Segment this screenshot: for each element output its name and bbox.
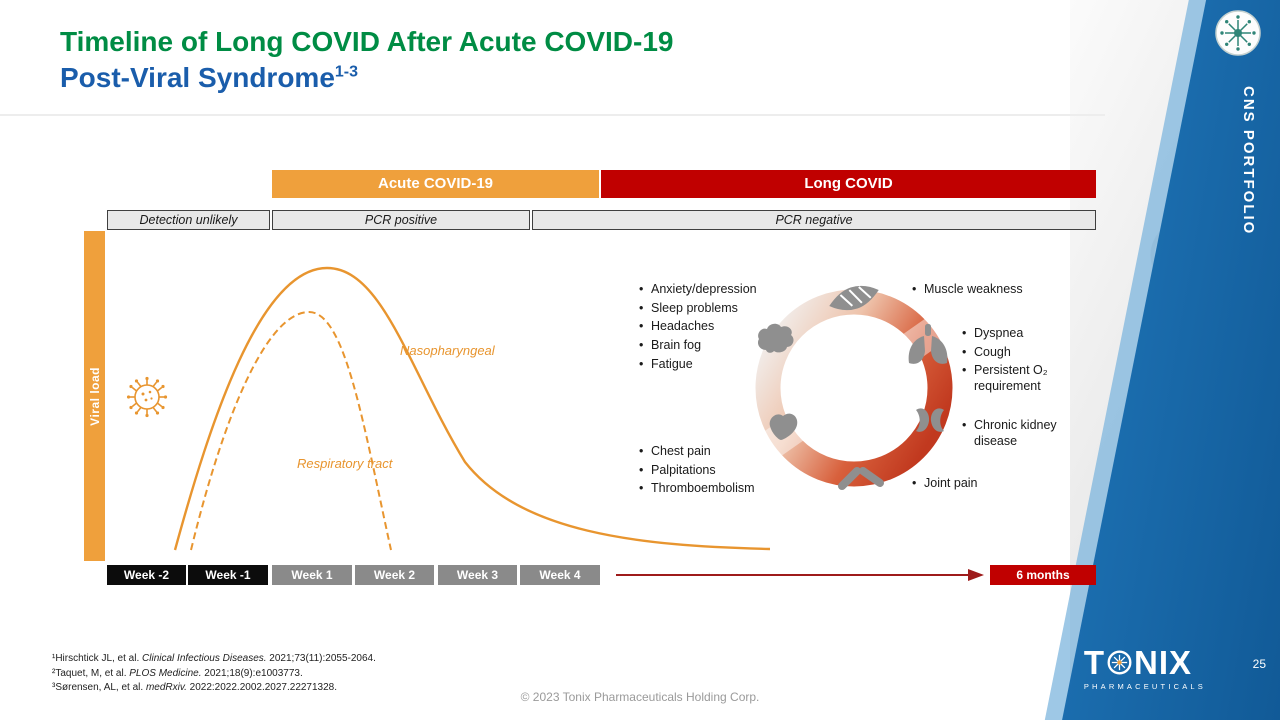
viral-load-label: Viral load: [87, 366, 102, 426]
respiratory-tract-curve: [190, 310, 392, 551]
virus-icon: [126, 376, 168, 418]
symptom-item: Headaches: [637, 319, 787, 335]
muscle-symptoms-list: Muscle weakness: [910, 282, 1045, 301]
joint-symptoms-list: Joint pain: [910, 476, 1035, 495]
reference-journal: Clinical Infectious Diseases.: [142, 653, 267, 664]
timeline-arrow: [616, 569, 984, 581]
title-citation-superscript: 1-3: [334, 64, 359, 82]
pcr-positive-box: PCR positive: [272, 210, 530, 230]
week-3-box: Week 3: [438, 565, 517, 585]
kidney-symptoms-list: Chronic kidney disease: [960, 418, 1068, 452]
reference-3: ³Sørensen, AL, et al. medRxiv. 2022:2022…: [52, 681, 376, 696]
reference-2: ²Taquet, M, et al. PLOS Medicine. 2021;1…: [52, 667, 376, 682]
symptom-item: Sleep problems: [637, 301, 787, 317]
week-4-box: Week 4: [520, 565, 600, 585]
reference-text: ²Taquet, M, et al.: [52, 667, 130, 679]
logo-subtext: PHARMACEUTICALS: [1083, 682, 1206, 691]
long-covid-phase-bar: Long COVID: [601, 170, 1096, 198]
reference-text: ³Sørensen, AL, et al.: [52, 682, 146, 693]
reference-journal: medRxiv.: [145, 682, 187, 693]
lungs-icon: [908, 324, 948, 364]
symptom-item: Fatigue: [637, 357, 787, 373]
six-months-box: 6 months: [990, 565, 1096, 585]
nasopharyngeal-label: Nasopharyngeal: [400, 343, 495, 358]
tonix-logo-wordmark: T NIX: [1084, 646, 1206, 679]
nasopharyngeal-curve: [173, 266, 771, 551]
week-1-box: Week 1: [272, 565, 352, 585]
reference-text: 2021;73(11):2055-2064.: [266, 653, 376, 664]
tonix-logo: T NIX PHARMACEUTICALS: [1084, 646, 1206, 691]
title-line-2-text: Post-Viral Syndrome: [60, 62, 335, 94]
symptom-item: Muscle weakness: [910, 282, 1045, 298]
references: ¹Hirschtick JL, et al. Clinical Infectio…: [52, 652, 376, 696]
neuro-symptoms-list: Anxiety/depression Sleep problems Headac…: [637, 282, 787, 375]
symptom-item: Palpitations: [637, 463, 802, 479]
reference-text: 2021;18(9):e1003773.: [201, 667, 303, 679]
respiratory-tract-label: Respiratory tract: [297, 456, 393, 471]
slide-title: Timeline of Long COVID After Acute COVID…: [60, 24, 673, 97]
detection-unlikely-box: Detection unlikely: [107, 210, 270, 230]
symptom-item: Cough: [960, 345, 1078, 361]
title-line-1: Timeline of Long COVID After Acute COVID…: [60, 26, 674, 57]
pcr-negative-box: PCR negative: [532, 210, 1096, 230]
respiratory-symptoms-list: Dyspnea Cough Persistent O₂ requirement: [960, 326, 1078, 398]
kidneys-icon: [916, 408, 944, 432]
organ-ring-diagram: [742, 285, 966, 490]
viral-load-axis: Viral load: [84, 231, 105, 561]
symptom-item: Dyspnea: [960, 326, 1078, 342]
copyright-notice: © 2023 Tonix Pharmaceuticals Holding Cor…: [520, 690, 760, 704]
reference-text: ¹Hirschtick JL, et al.: [52, 653, 143, 664]
neuron-icon: [1215, 10, 1261, 56]
joint-icon: [838, 467, 884, 490]
symptom-item: Anxiety/depression: [637, 282, 787, 298]
week-2-box: Week 2: [355, 565, 434, 585]
acute-covid-phase-bar: Acute COVID-19: [272, 170, 599, 198]
reference-journal: PLOS Medicine.: [129, 667, 202, 679]
title-line-2: Post-Viral Syndrome1-3: [60, 60, 673, 96]
symptom-item: Persistent O₂ requirement: [960, 363, 1078, 394]
logo-text-suffix: NIX: [1133, 644, 1192, 681]
reference-1: ¹Hirschtick JL, et al. Clinical Infectio…: [52, 652, 376, 667]
reference-text: 2022:2022.2002.2027.22271328.: [186, 682, 338, 693]
logo-o-icon: [1107, 650, 1132, 675]
symptom-item: Thromboembolism: [637, 481, 802, 497]
heart-icon: [769, 413, 798, 440]
page-number: 25: [1252, 657, 1266, 671]
week-minus1-box: Week -1: [188, 565, 268, 585]
viral-load-curves: [173, 266, 771, 551]
symptom-item: Chest pain: [637, 444, 802, 460]
header-divider: [0, 114, 1105, 116]
symptom-item: Joint pain: [910, 476, 1035, 492]
symptom-item: Chronic kidney disease: [960, 418, 1068, 449]
portfolio-label: CNS PORTFOLIO: [1240, 86, 1257, 236]
week-minus2-box: Week -2: [107, 565, 186, 585]
logo-text-prefix: T: [1083, 644, 1105, 681]
cardiac-symptoms-list: Chest pain Palpitations Thromboembolism: [637, 444, 802, 500]
muscle-icon: [829, 285, 879, 311]
symptom-item: Brain fog: [637, 338, 787, 354]
